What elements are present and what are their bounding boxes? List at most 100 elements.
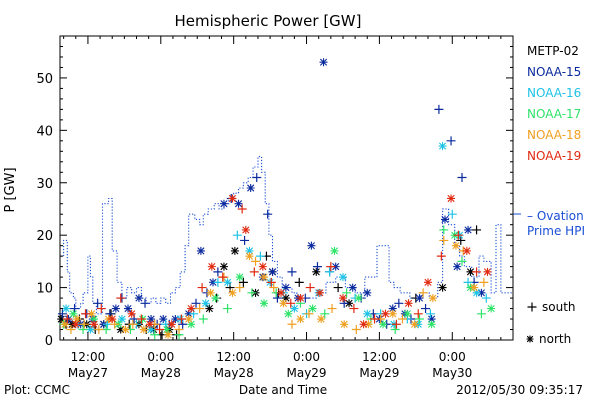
asterisk-marker — [359, 320, 368, 329]
asterisk-marker — [219, 262, 228, 271]
plus-marker — [249, 267, 259, 277]
x-tick-label-time: 0:00 — [147, 350, 174, 364]
x-tick-label-time: 0:00 — [439, 350, 466, 364]
asterisk-marker — [281, 283, 290, 292]
asterisk-marker — [62, 304, 71, 313]
x-tick-label-date: May29 — [359, 366, 399, 380]
plus-marker — [390, 325, 400, 335]
y-tick-label: 20 — [36, 229, 53, 244]
asterisk-marker — [379, 320, 388, 329]
legend-entry-noaa-17: NOAA-17 — [527, 107, 581, 121]
plus-marker — [78, 325, 88, 335]
plus-marker — [286, 298, 296, 308]
plus-marker — [57, 309, 67, 319]
asterisk-marker — [245, 252, 254, 261]
asterisk-marker — [90, 315, 99, 324]
asterisk-marker — [308, 304, 317, 313]
asterisk-marker — [284, 309, 293, 318]
asterisk-marker — [116, 325, 125, 334]
asterisk-marker — [108, 315, 117, 324]
legend-entry-noaa-15: NOAA-15 — [527, 65, 581, 79]
asterisk-marker — [117, 315, 126, 324]
plus-marker — [223, 304, 233, 314]
asterisk-marker — [147, 325, 156, 334]
asterisk-marker — [228, 288, 237, 297]
plus-marker — [62, 314, 72, 324]
x-tick-label-date: May29 — [286, 366, 326, 380]
plus-marker — [96, 304, 106, 314]
asterisk-marker — [388, 304, 397, 313]
plus-marker — [527, 302, 537, 312]
plus-marker — [397, 314, 407, 324]
plus-marker — [66, 325, 76, 335]
plus-marker — [305, 283, 315, 293]
asterisk-marker — [209, 278, 218, 287]
asterisk-marker — [340, 320, 349, 329]
asterisk-marker — [124, 304, 133, 313]
asterisk-marker — [187, 320, 196, 329]
plus-marker — [418, 288, 428, 298]
asterisk-marker — [338, 294, 347, 303]
asterisk-marker — [404, 299, 413, 308]
plus-marker — [235, 283, 245, 293]
plus-marker — [327, 304, 337, 314]
asterisk-marker — [71, 320, 80, 329]
plus-marker — [79, 319, 89, 329]
asterisk-marker — [410, 320, 419, 329]
plus-marker — [94, 325, 104, 335]
plus-marker — [176, 314, 186, 324]
plus-marker — [287, 319, 297, 329]
plus-marker — [287, 267, 297, 277]
plus-marker — [155, 325, 165, 335]
plus-marker — [237, 204, 247, 214]
legend-entry-noaa-19: NOAA-19 — [527, 149, 581, 163]
plus-marker — [472, 225, 482, 235]
plus-marker — [370, 314, 380, 324]
plus-marker — [81, 309, 91, 319]
asterisk-marker — [260, 299, 269, 308]
asterisk-marker — [73, 315, 82, 324]
plus-marker — [116, 293, 126, 303]
asterisk-marker — [223, 278, 232, 287]
y-tick-label: 30 — [36, 177, 53, 192]
ovation-prime-hpi-line — [60, 156, 512, 315]
plus-marker — [213, 267, 223, 277]
asterisk-marker — [277, 288, 286, 297]
asterisk-marker — [139, 325, 148, 334]
asterisk-marker — [483, 267, 492, 276]
plus-marker — [294, 277, 304, 287]
plus-marker — [425, 309, 435, 319]
asterisk-marker — [296, 315, 305, 324]
asterisk-marker — [403, 309, 412, 318]
asterisk-marker — [470, 283, 479, 292]
asterisk-marker — [440, 215, 449, 224]
asterisk-marker — [127, 309, 136, 318]
plus-marker — [247, 288, 257, 298]
asterisk-marker — [234, 199, 243, 208]
asterisk-marker — [330, 246, 339, 255]
plus-marker — [439, 225, 449, 235]
asterisk-marker — [364, 320, 373, 329]
plus-marker — [339, 298, 349, 308]
asterisk-marker — [171, 315, 180, 324]
plus-marker — [413, 309, 423, 319]
asterisk-marker — [331, 262, 340, 271]
x-tick-label-time: 12:00 — [362, 350, 397, 364]
x-tick-label-date: May28 — [214, 366, 254, 380]
plus-marker — [457, 173, 467, 183]
asterisk-marker — [354, 294, 363, 303]
asterisk-marker — [187, 304, 196, 313]
asterisk-marker — [451, 241, 460, 250]
legend-ovation-line2: Prime HPI — [527, 224, 585, 238]
x-tick-label-date: May30 — [432, 366, 472, 380]
y-tick-label: 50 — [36, 72, 53, 87]
plus-marker — [269, 283, 279, 293]
asterisk-marker — [453, 262, 462, 271]
y-axis-label: P [GW] — [3, 167, 18, 212]
asterisk-marker — [279, 299, 288, 308]
plus-marker — [240, 235, 250, 245]
asterisk-marker — [162, 325, 171, 334]
asterisk-marker — [228, 194, 237, 203]
asterisk-marker — [423, 278, 432, 287]
